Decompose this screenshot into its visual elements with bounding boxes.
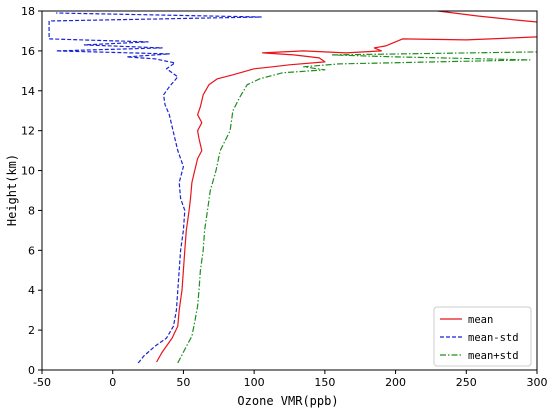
x-tick-label: 50 [176, 376, 190, 389]
x-tick-label: 0 [109, 376, 116, 389]
y-axis-label: Height(km) [5, 154, 19, 226]
x-tick-label: 200 [385, 376, 406, 389]
y-tick-label: 10 [21, 165, 35, 178]
legend: mean mean-std mean+std [433, 306, 532, 367]
x-tick-label: 100 [244, 376, 265, 389]
y-tick-label: 6 [28, 244, 35, 257]
series-line-mean [156, 36, 538, 363]
y-tick-label: 12 [21, 125, 35, 138]
x-tick-label: 300 [527, 376, 548, 389]
legend-label-mean-plus-std: mean+std [468, 350, 519, 362]
y-tick-label: 18 [21, 5, 35, 18]
x-axis-ticks: -50 0 50 100 150 200 250 300 [33, 370, 548, 389]
x-tick-label: 250 [456, 376, 477, 389]
y-tick-label: 8 [28, 204, 35, 217]
legend-label-mean-std: mean-std [468, 332, 519, 344]
y-tick-label: 4 [28, 284, 35, 297]
x-tick-label: 150 [314, 376, 335, 389]
legend-box [433, 306, 532, 367]
y-tick-label: 2 [28, 324, 35, 337]
series-line-mean-plus-std [177, 51, 538, 364]
y-axis-ticks: 0 2 4 6 8 10 12 14 16 18 [21, 5, 42, 377]
series-line-mean-std [48, 12, 262, 364]
y-tick-label: 14 [21, 85, 35, 98]
series-line-mean-upper-branch [437, 10, 538, 23]
legend-label-mean: mean [468, 314, 493, 326]
series-lines [48, 10, 538, 364]
x-tick-label: -50 [33, 376, 51, 389]
x-axis-label: Ozone VMR(ppb) [237, 394, 338, 408]
y-tick-label: 16 [21, 45, 35, 58]
y-tick-label: 0 [28, 364, 35, 377]
plot-frame [41, 10, 538, 371]
